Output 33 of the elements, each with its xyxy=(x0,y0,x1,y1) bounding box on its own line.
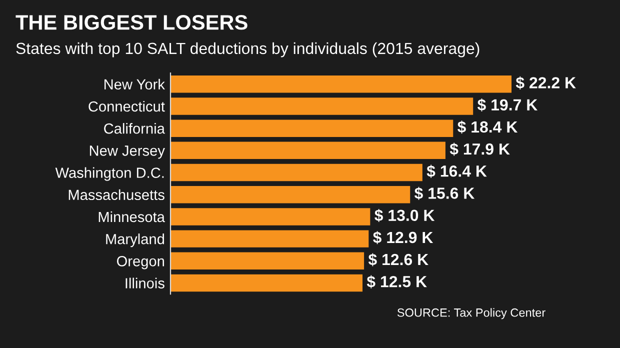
y-tick-label: Connecticut xyxy=(88,100,165,112)
y-tick-label: New York xyxy=(104,78,165,90)
bar xyxy=(170,230,369,248)
data-label: $ 17.9 K xyxy=(450,142,510,156)
bar xyxy=(170,164,422,182)
y-tick-label: Maryland xyxy=(106,234,164,248)
source-note: SOURCE: Tax Policy Center xyxy=(397,308,546,320)
chart-subtitle: States with top 10 SALT deductions by individuals (2015 average) xyxy=(16,42,480,58)
data-label: $ 16.4 K xyxy=(426,164,487,178)
y-tick-label: Massachusetts xyxy=(68,189,164,200)
data-label: $ 22.2 K xyxy=(516,76,576,90)
bar xyxy=(170,142,446,160)
y-tick-label: Illinois xyxy=(126,278,164,288)
y-tick-label: Washington D.C. xyxy=(55,167,164,181)
data-label: $ 12.6 K xyxy=(368,253,428,266)
bar xyxy=(170,120,454,137)
data-label: $ 18.4 K xyxy=(458,120,518,134)
bar xyxy=(170,252,364,270)
chart-title: THE BIGGEST LOSERS xyxy=(16,15,248,30)
bar xyxy=(170,186,410,204)
bar xyxy=(170,98,474,115)
data-label: $ 13.0 K xyxy=(374,208,435,222)
data-label: $ 19.7 K xyxy=(477,98,538,112)
y-tick-label: California xyxy=(104,123,165,134)
bar xyxy=(170,274,363,292)
data-label: $ 15.6 K xyxy=(414,186,475,200)
data-label: $ 12.9 K xyxy=(373,231,434,244)
data-label: $ 12.5 K xyxy=(366,275,427,288)
bar xyxy=(170,76,512,93)
y-tick-label: Oregon xyxy=(116,256,164,270)
y-tick-label: New Jersey xyxy=(90,146,165,159)
bar xyxy=(170,208,370,226)
y-tick-label: Minnesota xyxy=(98,211,165,222)
